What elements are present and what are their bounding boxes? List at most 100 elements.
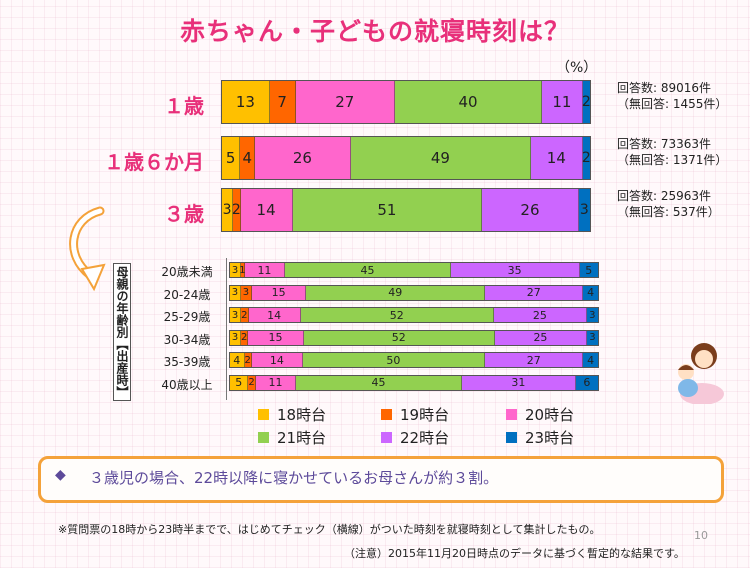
bar-segment: 11: [244, 263, 286, 277]
stacked-bar: 3 2 14 52 25 3: [229, 307, 599, 323]
stacked-bar: 5 2 11 45 31 6: [229, 374, 599, 391]
legend-label: 18時台: [277, 406, 327, 424]
unit-label: （%）: [556, 60, 598, 76]
bar-segment: 27: [295, 81, 395, 123]
bar-segment: 11: [542, 81, 583, 123]
bar-segment: 14: [240, 189, 293, 231]
bar-segment: 4: [230, 353, 245, 367]
legend-swatch: [381, 432, 392, 443]
legend-item: 18時台: [258, 404, 326, 425]
stacked-bar: 3 3 15 49 27 4: [229, 284, 599, 301]
bar-segment: 13: [222, 81, 270, 123]
bar-segment: 52: [300, 308, 494, 322]
legend-swatch: [381, 409, 392, 420]
bar-segment: 31: [461, 375, 576, 390]
bar-segment: 14: [251, 353, 303, 367]
bar-segment: 15: [251, 285, 307, 300]
bar-segment: 49: [350, 137, 532, 179]
legend-item: 23時台: [506, 427, 574, 448]
page-number: 10: [694, 529, 708, 542]
legend-swatch: [506, 432, 517, 443]
bar-segment: 2: [248, 375, 256, 390]
response-count-line: 回答数: 73363件: [617, 137, 712, 151]
response-count: 回答数: 89016件 （無回答: 1455件）: [617, 80, 727, 112]
category-label: １歳６か月: [104, 150, 204, 174]
bar-segment: 27: [485, 353, 584, 367]
bar-segment: 3: [230, 285, 241, 300]
summary-note-text: ３歳児の場合、22時以降に寝かせているお母さんが約３割。: [89, 469, 499, 487]
bar-segment: 2: [582, 81, 591, 123]
no-answer-count-line: （無回答: 1371件）: [617, 153, 728, 167]
bar-segment: 2: [241, 308, 249, 322]
bar-segment: 3: [222, 189, 234, 231]
response-count: 回答数: 25963件 （無回答: 537件）: [617, 188, 720, 220]
age-category-label: 20-24歳: [163, 287, 211, 302]
bar-segment: 14: [531, 137, 583, 179]
bar-segment: 1: [239, 263, 246, 277]
stacked-bar: 3 1 11 45 35 5: [229, 262, 599, 278]
bar-segment: 14: [248, 308, 301, 322]
response-count-line: 回答数: 25963件: [617, 189, 712, 203]
legend-label: 21時台: [277, 429, 327, 447]
legend-label: 23時台: [525, 429, 575, 447]
diamond-bullet-icon: ◆: [55, 467, 66, 483]
bar-segment: 45: [296, 375, 462, 390]
category-label: １歳: [164, 94, 204, 118]
bar-segment: 2: [244, 353, 252, 367]
stacked-bar: 3 2 15 52 25 3: [229, 329, 599, 346]
stacked-bar: 5 4 26 49 14 2: [221, 136, 591, 180]
legend-swatch: [258, 432, 269, 443]
age-group-label: 母親の年齢別【出産時】: [113, 263, 131, 401]
bar-segment: 6: [575, 375, 598, 390]
legend-item: 21時台: [258, 427, 326, 448]
legend-item: 22時台: [381, 427, 449, 448]
bar-segment: 4: [583, 353, 598, 367]
bar-segment: 3: [230, 263, 242, 277]
legend-swatch: [258, 409, 269, 420]
bar-segment: 2: [241, 330, 249, 345]
bar-segment: 3: [240, 285, 252, 300]
age-category-label: 30-34歳: [163, 332, 211, 347]
bar-segment: 52: [303, 330, 495, 345]
legend-item: 19時台: [381, 404, 449, 425]
age-category-label: 25-29歳: [163, 310, 211, 324]
bar-segment: 51: [292, 189, 483, 231]
age-group-bracket: [226, 258, 231, 400]
bar-segment: 4: [583, 285, 598, 300]
age-category-label: 20歳未満: [161, 265, 213, 279]
summary-note: ◆ ３歳児の場合、22時以降に寝かせているお母さんが約３割。: [38, 456, 724, 503]
legend-item: 20時台: [506, 404, 574, 425]
bar-segment: 5: [230, 375, 249, 390]
bar-segment: 49: [306, 285, 486, 300]
bar-segment: 5: [579, 263, 598, 277]
response-count-line: 回答数: 89016件: [617, 81, 712, 95]
no-answer-count-line: （無回答: 537件）: [617, 205, 720, 219]
bar-segment: 26: [255, 137, 351, 179]
bar-segment: 4: [240, 137, 256, 179]
slide-title: 赤ちゃん・子どもの就寝時刻は？: [179, 17, 570, 46]
legend-label: 20時台: [525, 406, 575, 424]
bar-segment: 35: [450, 263, 580, 277]
stacked-bar: 13 7 27 40 11 2: [221, 80, 591, 124]
bar-segment: 7: [269, 81, 296, 123]
bar-segment: 3: [586, 308, 598, 322]
bar-segment: 2: [582, 137, 591, 179]
response-count: 回答数: 73363件 （無回答: 1371件）: [617, 136, 727, 168]
bar-segment: 27: [485, 285, 584, 300]
caution-note: （注意）2015年11月20日時点のデータに基づく暫定的な結果です。: [344, 547, 685, 560]
legend-label: 22時台: [400, 429, 450, 447]
bar-segment: 26: [482, 189, 579, 231]
bar-segment: 45: [285, 263, 451, 277]
category-label: ３歳: [164, 202, 204, 226]
age-category-label: 40歳以上: [161, 377, 213, 392]
bar-segment: 3: [230, 308, 242, 322]
age-category-label: 35-39歳: [163, 355, 211, 369]
legend-label: 19時台: [400, 406, 450, 424]
stacked-bar: 4 2 14 50 27 4: [229, 352, 599, 368]
curved-arrow: [69, 206, 106, 292]
stacked-bar: 3 2 14 51 26 3: [221, 188, 591, 232]
bar-segment: 3: [230, 330, 242, 345]
bar-segment: 3: [586, 330, 598, 345]
bar-segment: 11: [255, 375, 297, 390]
